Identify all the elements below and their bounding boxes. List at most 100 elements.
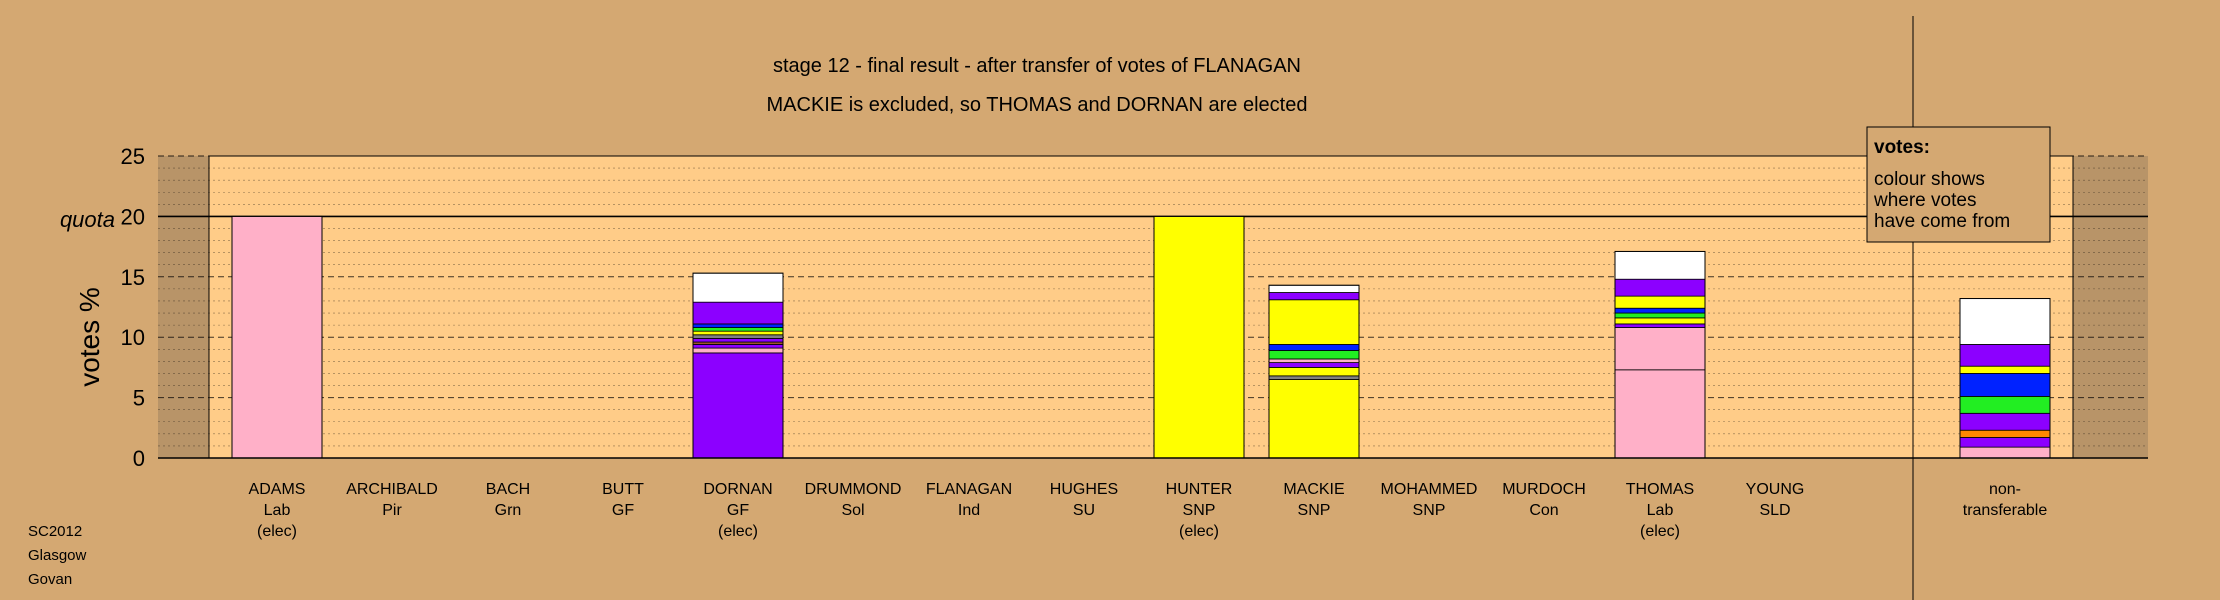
bar-segment — [1959, 429, 2051, 438]
bar-segment — [1614, 312, 1706, 319]
y-tick-label: 5 — [133, 386, 145, 411]
bar-segment — [1959, 365, 2051, 374]
candidate-label: DORNAN — [703, 481, 772, 498]
chart-subtitle: MACKIE is excluded, so THOMAS and DORNAN… — [767, 94, 1308, 116]
candidate-label: Lab — [264, 502, 291, 519]
candidate-label: Con — [1529, 502, 1558, 519]
legend-box — [1866, 126, 2051, 243]
candidate-label: BACH — [486, 481, 530, 498]
candidate-label: Lab — [1647, 502, 1674, 519]
bar-segment — [692, 344, 784, 349]
bar-segment — [692, 327, 784, 332]
bar-segment — [1268, 292, 1360, 301]
candidate-label: SNP — [1413, 502, 1446, 519]
legend-title: votes: — [1874, 137, 1930, 158]
candidate-label: MACKIE — [1283, 481, 1344, 498]
candidate-label: ARCHIBALD — [346, 481, 438, 498]
bar-segment — [1959, 373, 2051, 397]
bar-segment — [231, 215, 323, 459]
bar-segment — [1153, 215, 1245, 459]
axes — [158, 16, 2148, 600]
bar-segment — [1614, 317, 1706, 325]
y-tick-label: 25 — [121, 144, 145, 169]
bar-segment — [692, 272, 784, 303]
bar-segment — [1959, 344, 2051, 367]
bar-segment — [1959, 412, 2051, 431]
quota-label: quota — [60, 207, 115, 232]
bar-segment — [692, 330, 784, 336]
candidate-label: DRUMMOND — [805, 481, 902, 498]
candidate-label: BUTT — [602, 481, 644, 498]
bar-segment — [1268, 284, 1360, 293]
bar-segment — [1268, 362, 1360, 368]
candidate-label: (elec) — [257, 523, 297, 540]
candidate-label: GF — [612, 502, 634, 519]
bar-segment — [1268, 366, 1360, 377]
bar-segment — [692, 323, 784, 328]
candidate-label: HUGHES — [1050, 481, 1118, 498]
y-tick-labels: 0 5 10 15 25 20 — [121, 144, 145, 471]
bar-segment — [1614, 307, 1706, 314]
candidate-label: Grn — [495, 502, 522, 519]
plot-area — [208, 155, 2074, 459]
bar-segment — [1268, 350, 1360, 360]
bar-segment — [692, 338, 784, 343]
bar-segment — [1268, 358, 1360, 363]
y-axis-label: votes % — [74, 287, 105, 387]
candidate-label: Ind — [958, 502, 980, 519]
footer-line: Glasgow — [28, 547, 87, 564]
y-tick-label: 10 — [121, 325, 145, 350]
footer-line: Govan — [28, 571, 72, 588]
bar-segment — [1614, 251, 1706, 280]
footer-line: SC2012 — [28, 523, 82, 540]
candidate-label: transferable — [1963, 502, 2048, 519]
bar-segment — [692, 334, 784, 339]
bar-segment — [1959, 298, 2051, 345]
footer: SC2012 Glasgow Govan — [28, 523, 87, 588]
y-tick-label: 20 — [121, 204, 145, 229]
candidate-label: SU — [1073, 502, 1095, 519]
bar-segment — [692, 352, 784, 459]
bar-segment — [1614, 295, 1706, 309]
bar-segment — [1614, 278, 1706, 297]
chart-title: stage 12 - final result - after transfer… — [773, 55, 1301, 77]
bar-segment — [692, 301, 784, 325]
bar-segment — [1959, 446, 2051, 459]
candidate-label: SNP — [1183, 502, 1216, 519]
candidate-label: GF — [727, 502, 749, 519]
legend: votes: colour shows where votes have com… — [1866, 126, 2051, 243]
candidate-label: MOHAMMED — [1381, 481, 1478, 498]
bar-segment — [1614, 369, 1706, 459]
bar-segment — [1614, 327, 1706, 371]
bar-segment — [1268, 344, 1360, 351]
candidate-label: (elec) — [1179, 523, 1219, 540]
candidate-label: SLD — [1759, 502, 1790, 519]
candidate-label: SNP — [1298, 502, 1331, 519]
bar-segment — [1959, 395, 2051, 414]
bar-segment — [1268, 375, 1360, 380]
plot-background — [158, 155, 2148, 459]
legend-line: colour shows — [1874, 169, 1985, 190]
candidate-label: non- — [1989, 481, 2021, 498]
bar-segment — [692, 347, 784, 354]
legend-line: have come from — [1874, 211, 2010, 232]
bar-segment — [1959, 437, 2051, 448]
y-tick-label: 0 — [133, 446, 145, 471]
bar-segment — [1268, 379, 1360, 459]
y-tick-label: 15 — [121, 265, 145, 290]
grid-lines — [158, 155, 2148, 447]
candidate-label: MURDOCH — [1502, 481, 1586, 498]
x-tick-labels: ADAMS Lab (elec) ARCHIBALD Pir BACH Grn BUTT GF D… — [249, 481, 2048, 540]
legend-line: where votes — [1873, 190, 1976, 211]
candidate-label: ADAMS — [249, 481, 306, 498]
candidate-label: Sol — [841, 502, 864, 519]
candidate-label: YOUNG — [1746, 481, 1805, 498]
candidate-label: THOMAS — [1626, 481, 1694, 498]
bars — [231, 215, 2051, 459]
bar-segment — [1268, 299, 1360, 345]
candidate-label: Pir — [382, 502, 402, 519]
candidate-label: FLANAGAN — [926, 481, 1012, 498]
candidate-label: (elec) — [718, 523, 758, 540]
candidate-label: HUNTER — [1166, 481, 1233, 498]
